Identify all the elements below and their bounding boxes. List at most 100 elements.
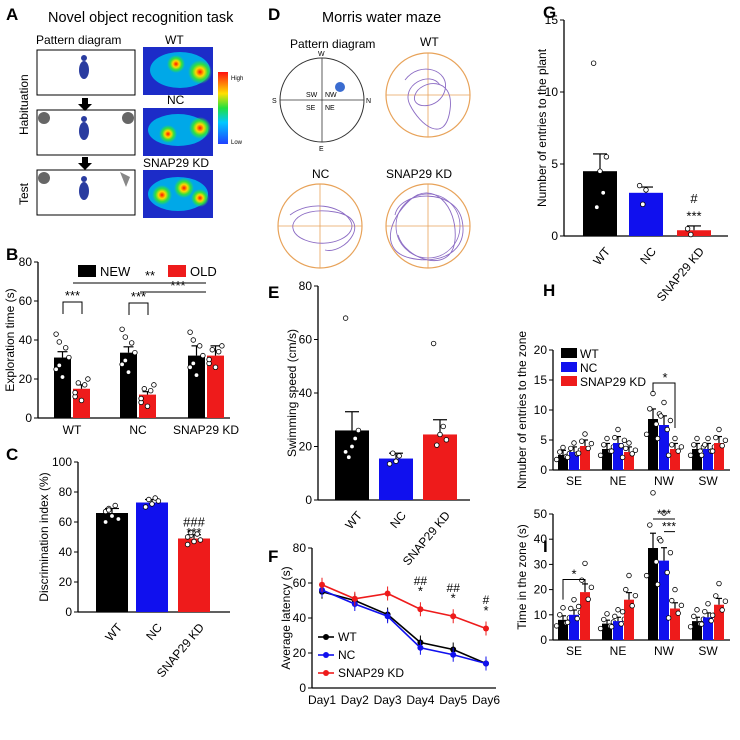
data-point — [430, 340, 437, 347]
data-point — [691, 613, 697, 620]
y-tick-label: 80 — [19, 255, 33, 269]
chart-g: 0 5 10 15 Number of entries to the plant G WT N… — [535, 3, 728, 304]
data-point — [597, 625, 604, 632]
y-tick-label: 50 — [534, 507, 548, 521]
legend-label: SNAP29 KD — [580, 375, 646, 389]
data-point — [678, 602, 685, 609]
x-tick-label: NC — [143, 620, 165, 643]
data-point — [672, 435, 678, 442]
data-point — [664, 569, 670, 576]
data-point — [621, 437, 628, 443]
data-point — [349, 443, 355, 450]
data-point — [705, 601, 711, 607]
data-point — [691, 442, 697, 448]
svg-text:N: N — [366, 98, 371, 105]
data-point — [190, 337, 196, 343]
data-point — [667, 549, 674, 556]
sig-label: ** — [145, 268, 155, 283]
data-point — [191, 538, 197, 545]
data-point — [687, 624, 694, 630]
data-point — [351, 595, 358, 602]
data-point — [623, 445, 629, 452]
panel-letter: H — [543, 281, 555, 300]
data-point — [450, 613, 457, 620]
y-tick-label: 60 — [19, 294, 33, 308]
y-tick-label: 20 — [59, 575, 73, 589]
data-point — [81, 382, 88, 388]
panel-letter: G — [543, 3, 556, 22]
sig-bracket — [562, 579, 586, 600]
y-tick-label: 5 — [540, 433, 547, 447]
data-point — [694, 607, 700, 613]
data-point — [560, 444, 566, 451]
data-point — [672, 586, 678, 593]
sig-label: *** — [662, 519, 676, 533]
x-tick-label: NE — [610, 474, 627, 488]
y-tick-label: 60 — [299, 333, 313, 347]
legend-marker — [323, 652, 329, 658]
sig-bracket — [62, 301, 83, 314]
y-tick-label: 0 — [305, 493, 312, 507]
bar — [670, 449, 680, 470]
data-point — [658, 413, 664, 419]
chart-h: 0 5 10 15 20 Nmuber of entries to the zone H SE… — [515, 281, 730, 489]
data-point — [102, 519, 109, 525]
heatmap — [143, 108, 213, 156]
data-point — [132, 349, 138, 356]
data-point — [85, 376, 91, 382]
x-tick-label: SW — [698, 644, 718, 658]
sig-label: # — [690, 191, 698, 206]
data-point — [684, 226, 691, 232]
x-tick-label: WT — [63, 423, 82, 437]
data-point — [574, 615, 580, 622]
legend-swatch — [561, 348, 577, 358]
data-point — [669, 597, 675, 604]
y-axis-label: Nmuber of entries to the zone — [515, 331, 529, 489]
data-point — [352, 435, 358, 442]
data-point — [450, 651, 457, 658]
data-point — [196, 343, 203, 349]
bar — [335, 430, 369, 500]
data-point — [669, 442, 675, 448]
data-point — [56, 339, 62, 345]
data-point — [146, 496, 152, 503]
data-point — [149, 501, 155, 507]
bar — [629, 192, 663, 236]
legend-swatch — [561, 362, 577, 372]
data-point — [568, 445, 574, 452]
data-point — [215, 349, 222, 355]
data-point — [601, 616, 607, 623]
x-tick-label: NW — [654, 644, 675, 658]
data-point — [483, 625, 489, 632]
data-point — [122, 357, 128, 364]
data-point — [590, 60, 597, 66]
data-point — [654, 435, 661, 442]
sig-label: * — [571, 567, 576, 582]
x-tick-label: WT — [342, 508, 365, 532]
data-point — [702, 608, 708, 615]
bar — [624, 452, 634, 470]
data-point — [564, 454, 571, 461]
y-tick-label: 40 — [59, 545, 73, 559]
track-label: WT — [420, 35, 439, 49]
y-tick-label: 40 — [534, 532, 548, 546]
data-point — [594, 204, 600, 210]
y-tick-label: 15 — [534, 373, 548, 387]
panel-title: Novel object recognition task — [48, 10, 234, 26]
data-point — [618, 621, 624, 627]
data-point — [109, 513, 115, 519]
data-point — [112, 502, 118, 509]
data-point — [687, 452, 694, 458]
data-point — [575, 603, 582, 610]
x-tick-label: NW — [654, 474, 675, 488]
y-tick-label: 20 — [299, 440, 313, 454]
legend-label: WT — [580, 347, 599, 361]
panel-letter: C — [6, 445, 18, 464]
data-point — [128, 340, 135, 346]
sig-label: * — [418, 584, 423, 599]
data-point — [147, 388, 154, 394]
x-tick-label: SNAP29 KD — [654, 244, 707, 304]
data-point — [571, 440, 577, 446]
data-point — [53, 366, 59, 372]
